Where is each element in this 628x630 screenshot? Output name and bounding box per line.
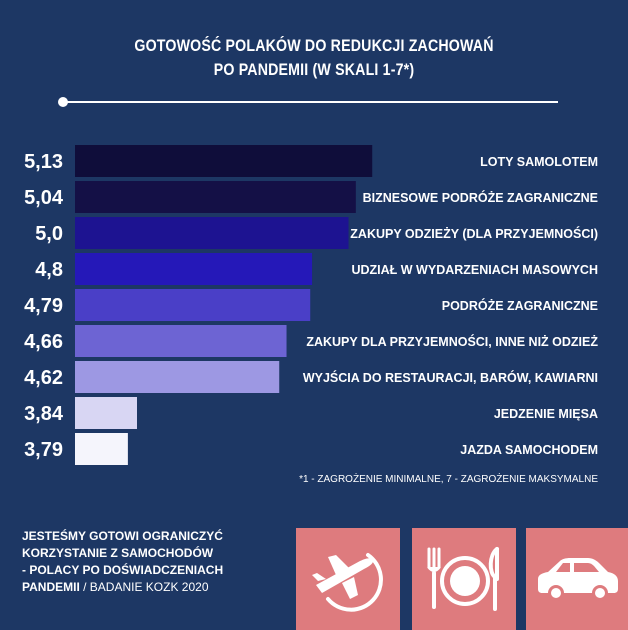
bar-chart: 5,13 LOTY SAMOLOTEM 5,04 BIZNESOWE PODRÓŻE … bbox=[24, 145, 598, 465]
scale-footnote: *1 - ZAGROŻENIE MINIMALNE, 7 - ZAGROŻENI… bbox=[299, 474, 598, 485]
caption-source: / BADANIE KOZK 2020 bbox=[79, 580, 209, 594]
value-label-2: 5,04 bbox=[24, 187, 64, 209]
caption-line-3: - POLACY PO DOŚWIADCZENIACH bbox=[22, 563, 224, 577]
chart-title-line-1: GOTOWOŚĆ POLAKÓW DO REDUKCJI ZACHOWAŃ bbox=[134, 37, 494, 55]
category-label-9: JAZDA SAMOCHODEM bbox=[460, 443, 598, 457]
car-tile bbox=[526, 528, 628, 630]
bar-2 bbox=[75, 181, 356, 213]
title-divider bbox=[62, 101, 558, 103]
category-label-2: BIZNESOWE PODRÓŻE ZAGRANICZNE bbox=[363, 190, 598, 205]
food-tile bbox=[412, 528, 516, 630]
caption-bold-word: PANDEMII bbox=[22, 580, 80, 594]
category-label-5: PODRÓŻE ZAGRANICZNE bbox=[442, 298, 598, 313]
value-label-3: 5,0 bbox=[35, 223, 63, 245]
value-label-9: 3,79 bbox=[24, 439, 63, 461]
chart-title-line-2: PO PANDEMII (W SKALI 1-7*) bbox=[213, 61, 415, 79]
airplane-tile bbox=[296, 528, 400, 630]
chart-title: GOTOWOŚĆ POLAKÓW DO REDUKCJI ZACHOWAŃ PO… bbox=[78, 34, 549, 82]
airplane-icon bbox=[312, 553, 383, 612]
category-label-6: ZAKUPY DLA PRZYJEMNOŚCI, INNE NIŻ ODZIEŻ bbox=[306, 334, 598, 349]
bar-3 bbox=[75, 217, 349, 249]
category-label-1: LOTY SAMOLOTEM bbox=[480, 155, 598, 169]
category-label-3: ZAKUPY ODZIEŻY (DLA PRZYJEMNOŚCI) bbox=[350, 226, 598, 241]
bar-8 bbox=[75, 397, 137, 429]
bar-5 bbox=[75, 289, 311, 321]
value-label-6: 4,66 bbox=[24, 331, 63, 353]
bar-7 bbox=[75, 361, 280, 393]
plate-cutlery-icon bbox=[427, 547, 499, 611]
caption-line-4: PANDEMII / BADANIE KOZK 2020 bbox=[22, 579, 282, 596]
caption-text: JESTEŚMY GOTOWI OGRANICZYĆ KORZYSTANIE Z… bbox=[22, 528, 282, 596]
category-label-7: WYJŚCIA DO RESTAURACJI, BARÓW, KAWIARNI bbox=[303, 370, 598, 385]
bar-9 bbox=[75, 433, 128, 465]
value-label-4: 4,8 bbox=[35, 259, 63, 281]
category-label-8: JEDZENIE MIĘSA bbox=[494, 407, 598, 421]
value-label-8: 3,84 bbox=[24, 403, 64, 425]
bar-1 bbox=[75, 145, 373, 177]
value-label-1: 5,13 bbox=[24, 151, 63, 173]
category-label-4: UDZIAŁ W WYDARZENIACH MASOWYCH bbox=[351, 263, 598, 277]
caption-line-1: JESTEŚMY GOTOWI OGRANICZYĆ bbox=[22, 529, 223, 543]
title-divider-dot bbox=[58, 97, 68, 107]
value-label-5: 4,79 bbox=[24, 295, 63, 317]
caption-line-2: KORZYSTANIE Z SAMOCHODÓW bbox=[22, 546, 214, 560]
car-icon bbox=[538, 558, 618, 601]
bar-6 bbox=[75, 325, 287, 357]
value-label-7: 4,62 bbox=[24, 367, 63, 389]
bar-4 bbox=[75, 253, 313, 285]
